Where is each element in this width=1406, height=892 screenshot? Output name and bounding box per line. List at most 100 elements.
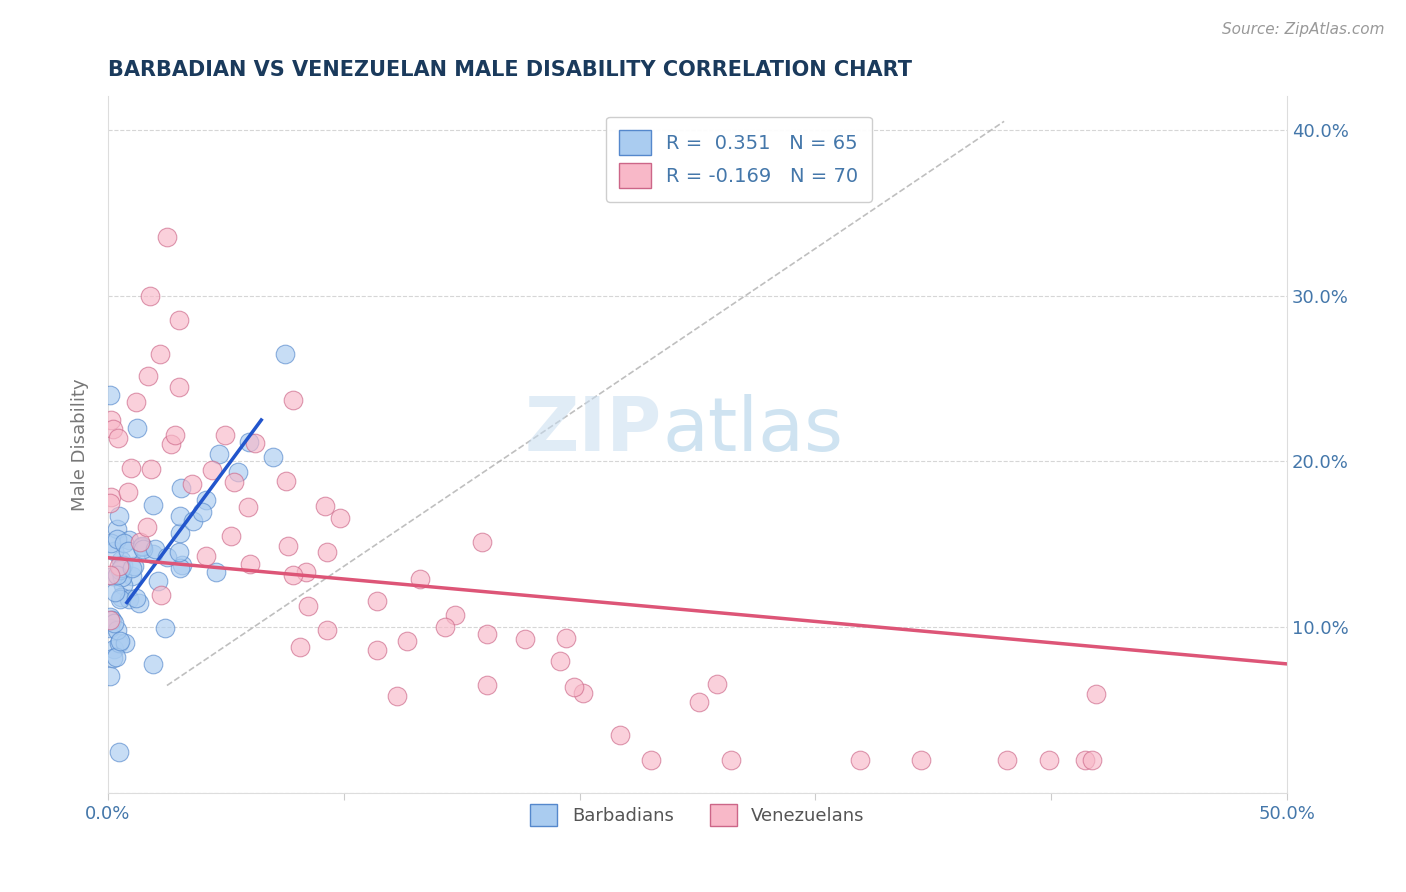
Point: [443, 608, 465, 623]
Point: [290, 640, 312, 655]
Point: [101, 422, 124, 436]
Point: [131, 539, 153, 553]
Y-axis label: Male Disability: Male Disability: [72, 378, 89, 511]
Point: [181, 514, 204, 528]
Point: [108, 745, 131, 759]
Point: [122, 559, 145, 574]
Point: [98, 613, 121, 627]
Point: [108, 563, 131, 577]
Point: [98, 610, 121, 624]
Point: [108, 508, 131, 523]
Point: [205, 565, 228, 579]
Point: [105, 532, 128, 546]
Point: [222, 475, 245, 490]
Text: atlas: atlas: [662, 394, 844, 467]
Point: [108, 559, 131, 574]
Point: [128, 596, 150, 610]
Point: [201, 463, 224, 477]
Point: [136, 520, 159, 534]
Point: [118, 592, 141, 607]
Point: [910, 753, 932, 767]
Point: [409, 572, 432, 586]
Point: [239, 557, 262, 571]
Point: [160, 437, 183, 451]
Point: [149, 588, 172, 602]
Point: [142, 498, 165, 512]
Point: [434, 620, 457, 634]
Point: [101, 613, 124, 627]
Point: [101, 568, 124, 582]
Point: [156, 230, 179, 244]
Point: [110, 560, 132, 574]
Point: [396, 633, 419, 648]
Point: [720, 753, 742, 767]
Point: [640, 753, 662, 767]
Point: [475, 678, 498, 692]
Point: [107, 431, 129, 445]
Point: [111, 558, 134, 572]
Point: [98, 388, 121, 402]
Point: [100, 490, 122, 504]
Point: [195, 549, 218, 563]
Point: [564, 681, 586, 695]
Point: [274, 474, 297, 488]
Point: [167, 545, 190, 559]
Point: [314, 499, 336, 513]
Point: [142, 657, 165, 672]
Point: [125, 394, 148, 409]
Point: [572, 685, 595, 699]
Point: [295, 565, 318, 579]
Point: [181, 476, 204, 491]
Point: [132, 542, 155, 557]
Point: [366, 643, 388, 657]
Point: [110, 592, 132, 607]
Point: [118, 533, 141, 548]
Point: [688, 695, 710, 709]
Point: [108, 636, 131, 650]
Point: [101, 651, 124, 665]
Point: [195, 492, 218, 507]
Point: [142, 547, 165, 561]
Point: [121, 569, 143, 583]
Point: [124, 591, 146, 605]
Point: [1081, 753, 1104, 767]
Point: [117, 544, 139, 558]
Point: [100, 536, 122, 550]
Point: [366, 594, 388, 608]
Point: [167, 313, 190, 327]
Point: [111, 570, 134, 584]
Point: [139, 288, 162, 302]
Text: Source: ZipAtlas.com: Source: ZipAtlas.com: [1222, 22, 1385, 37]
Point: [110, 591, 132, 605]
Point: [100, 413, 122, 427]
Point: [262, 450, 284, 465]
Point: [98, 669, 121, 683]
Point: [281, 393, 304, 408]
Point: [112, 536, 135, 550]
Point: [169, 561, 191, 575]
Point: [1074, 753, 1097, 767]
Point: [1038, 753, 1060, 767]
Point: [153, 621, 176, 635]
Point: [131, 541, 153, 555]
Point: [315, 545, 337, 559]
Point: [103, 641, 125, 656]
Point: [148, 574, 170, 589]
Point: [169, 508, 191, 523]
Point: [555, 632, 578, 646]
Point: [385, 689, 408, 703]
Text: ZIP: ZIP: [524, 394, 662, 467]
Point: [471, 535, 494, 549]
Point: [103, 544, 125, 558]
Point: [117, 484, 139, 499]
Point: [477, 627, 499, 641]
Point: [167, 380, 190, 394]
Point: [105, 522, 128, 536]
Point: [228, 466, 250, 480]
Point: [114, 636, 136, 650]
Point: [550, 653, 572, 667]
Point: [149, 346, 172, 360]
Point: [170, 481, 193, 495]
Point: [111, 578, 134, 592]
Point: [238, 500, 260, 514]
